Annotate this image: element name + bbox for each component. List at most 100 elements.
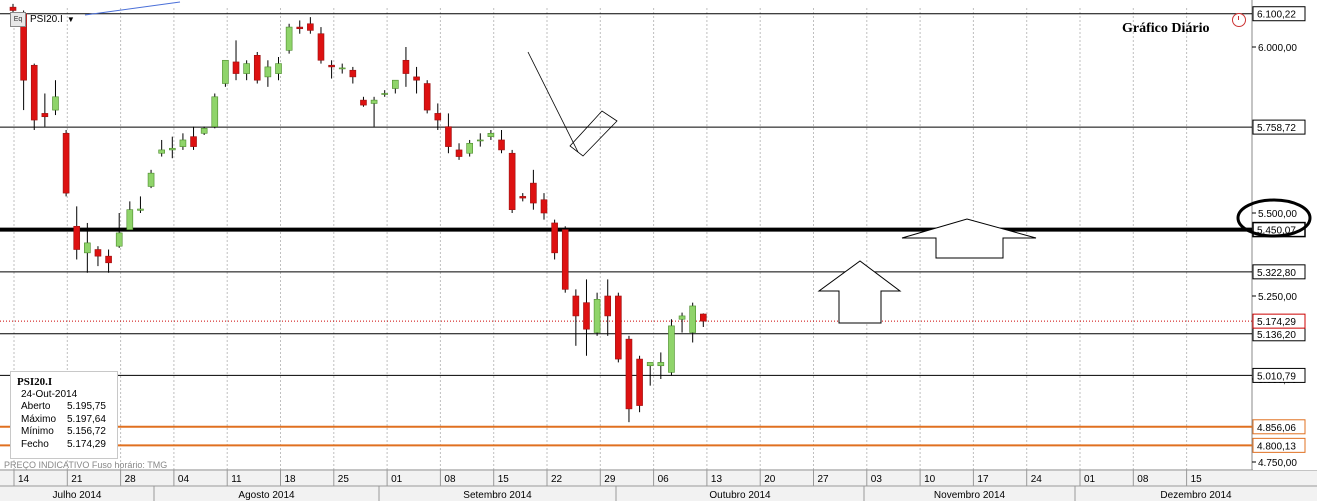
info-value: 5.197,64: [67, 413, 106, 425]
day-tick-label: 22: [551, 474, 563, 485]
month-label: Outubro 2014: [709, 490, 771, 501]
axis-tick-label: 5.250,00: [1258, 292, 1297, 303]
info-label: Máximo: [21, 413, 57, 425]
candle-body: [561, 229, 569, 290]
candle-body: [147, 172, 155, 187]
day-tick-label: 18: [285, 474, 297, 485]
footnote: PREÇO INDICATIVO Fuso horário: TMG: [4, 460, 168, 470]
level-label: 5.758,72: [1257, 123, 1296, 134]
candle-body: [487, 133, 495, 137]
level-label: 5.010,79: [1257, 371, 1296, 382]
candle-body: [604, 295, 612, 317]
candle-body: [158, 149, 165, 154]
candle-body: [657, 362, 665, 367]
candle-body: [232, 61, 240, 74]
candle-body: [30, 64, 38, 121]
day-tick-label: 15: [498, 474, 510, 485]
trendline-channel-top: [527, 51, 579, 153]
candle-body: [360, 99, 367, 106]
candle-body: [392, 79, 399, 89]
day-tick-label: 04: [178, 474, 190, 485]
candle-body: [52, 96, 59, 111]
up-arrow-annotation-right: [901, 218, 1037, 259]
day-tick-label: 29: [604, 474, 616, 485]
flag-pattern: [569, 110, 618, 157]
month-label: Agosto 2014: [238, 490, 295, 501]
candle-body: [349, 69, 357, 78]
candle-body: [243, 63, 250, 74]
candlestick-series: [9, 3, 707, 423]
level-label-box: [1252, 313, 1306, 329]
instrument-selector[interactable]: Eq PSI20.I ▼: [10, 10, 75, 28]
info-label: Mínimo: [21, 426, 54, 438]
candle-body: [370, 99, 378, 104]
candle-body: [636, 358, 643, 406]
trendline-top: [84, 1, 181, 16]
candle-body: [296, 26, 304, 30]
day-tick-label: 13: [711, 474, 723, 485]
clock-icon[interactable]: [1232, 13, 1246, 27]
candle-body: [222, 59, 229, 84]
info-row-open: Aberto 5.195,75: [17, 401, 117, 414]
level-label: 4.800,13: [1257, 441, 1296, 452]
axis-tick-label: 6.000,00: [1258, 43, 1297, 54]
month-label: Julho 2014: [53, 490, 102, 501]
axis-tick-label: 4.750,00: [1258, 458, 1297, 469]
level-label: 6.100,22: [1257, 10, 1296, 21]
candle-body: [190, 136, 197, 147]
candle-body: [413, 76, 420, 81]
day-tick-label: 25: [338, 474, 350, 485]
candle-body: [94, 249, 102, 257]
candle-body: [445, 126, 452, 147]
day-tick-label: 17: [977, 474, 989, 485]
level-label-box: [1252, 264, 1306, 280]
day-tick-label: 08: [1137, 474, 1149, 485]
candle-body: [434, 113, 442, 121]
candle-body: [551, 222, 558, 254]
candle-body: [328, 64, 335, 68]
day-tick-label: 08: [444, 474, 456, 485]
info-value: 5.174,29: [67, 438, 106, 450]
level-label: 5.450,07: [1257, 226, 1296, 237]
chart-title: Gráfico Diário: [1122, 21, 1210, 36]
candle-body: [519, 196, 527, 199]
candle-body: [625, 338, 633, 410]
candle-body: [84, 242, 91, 254]
info-row-close: Fecho 5.174,29: [17, 439, 117, 452]
info-label: Fecho: [21, 438, 49, 450]
candle-body: [466, 142, 473, 154]
info-label: Aberto: [21, 401, 51, 413]
month-label: Novembro 2014: [934, 490, 1006, 501]
candle-body: [211, 96, 219, 127]
info-row-low: Mínimo 5.156,72: [17, 426, 117, 439]
candle-body: [253, 54, 261, 81]
candle-body: [508, 152, 516, 210]
candle-body: [540, 199, 548, 214]
candle-body: [678, 315, 686, 320]
candle-body: [169, 147, 176, 151]
level-label-box: [1252, 419, 1306, 435]
month-label: Setembro 2014: [463, 490, 532, 501]
day-tick-label: 15: [1191, 474, 1203, 485]
info-date: 24-Out-2014: [21, 388, 78, 400]
candle-body: [275, 63, 282, 74]
candle-body: [668, 325, 675, 373]
day-tick-label: 10: [924, 474, 936, 485]
candle-body: [105, 255, 112, 264]
candle-body: [285, 26, 293, 51]
candle-body: [200, 128, 208, 134]
day-tick-label: 21: [71, 474, 83, 485]
day-tick-label: 14: [18, 474, 30, 485]
candle-body: [615, 295, 622, 360]
candle-body: [381, 93, 389, 95]
candle-body: [115, 232, 123, 247]
candle-body: [572, 295, 580, 317]
chevron-down-icon[interactable]: ▼: [66, 14, 75, 24]
candle-body: [530, 182, 537, 204]
level-label-box: [1252, 119, 1306, 135]
day-tick-label: 01: [1084, 474, 1096, 485]
candle-body: [476, 139, 484, 142]
day-tick-label: 27: [818, 474, 830, 485]
candle-body: [402, 59, 410, 74]
